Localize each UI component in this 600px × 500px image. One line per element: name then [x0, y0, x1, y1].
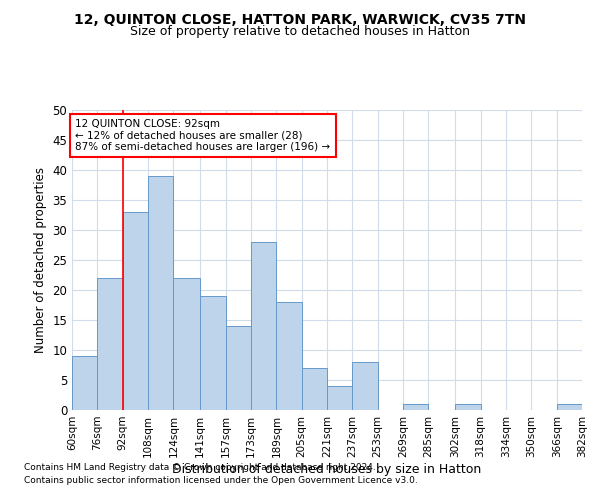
Text: Contains public sector information licensed under the Open Government Licence v3: Contains public sector information licen…	[24, 476, 418, 485]
X-axis label: Distribution of detached houses by size in Hatton: Distribution of detached houses by size …	[172, 462, 482, 475]
Bar	[455, 404, 481, 410]
Bar	[277, 302, 302, 410]
Text: 12, QUINTON CLOSE, HATTON PARK, WARWICK, CV35 7TN: 12, QUINTON CLOSE, HATTON PARK, WARWICK,…	[74, 12, 526, 26]
Bar	[122, 212, 148, 410]
Bar	[72, 356, 97, 410]
Bar	[352, 362, 377, 410]
Bar	[302, 368, 327, 410]
Bar	[148, 176, 173, 410]
Bar	[226, 326, 251, 410]
Y-axis label: Number of detached properties: Number of detached properties	[34, 167, 47, 353]
Bar	[97, 278, 122, 410]
Bar	[200, 296, 226, 410]
Bar	[251, 242, 277, 410]
Bar	[403, 404, 428, 410]
Text: Contains HM Land Registry data © Crown copyright and database right 2024.: Contains HM Land Registry data © Crown c…	[24, 464, 376, 472]
Text: 12 QUINTON CLOSE: 92sqm
← 12% of detached houses are smaller (28)
87% of semi-de: 12 QUINTON CLOSE: 92sqm ← 12% of detache…	[75, 119, 330, 152]
Bar	[327, 386, 352, 410]
Bar	[557, 404, 582, 410]
Bar	[173, 278, 200, 410]
Text: Size of property relative to detached houses in Hatton: Size of property relative to detached ho…	[130, 25, 470, 38]
